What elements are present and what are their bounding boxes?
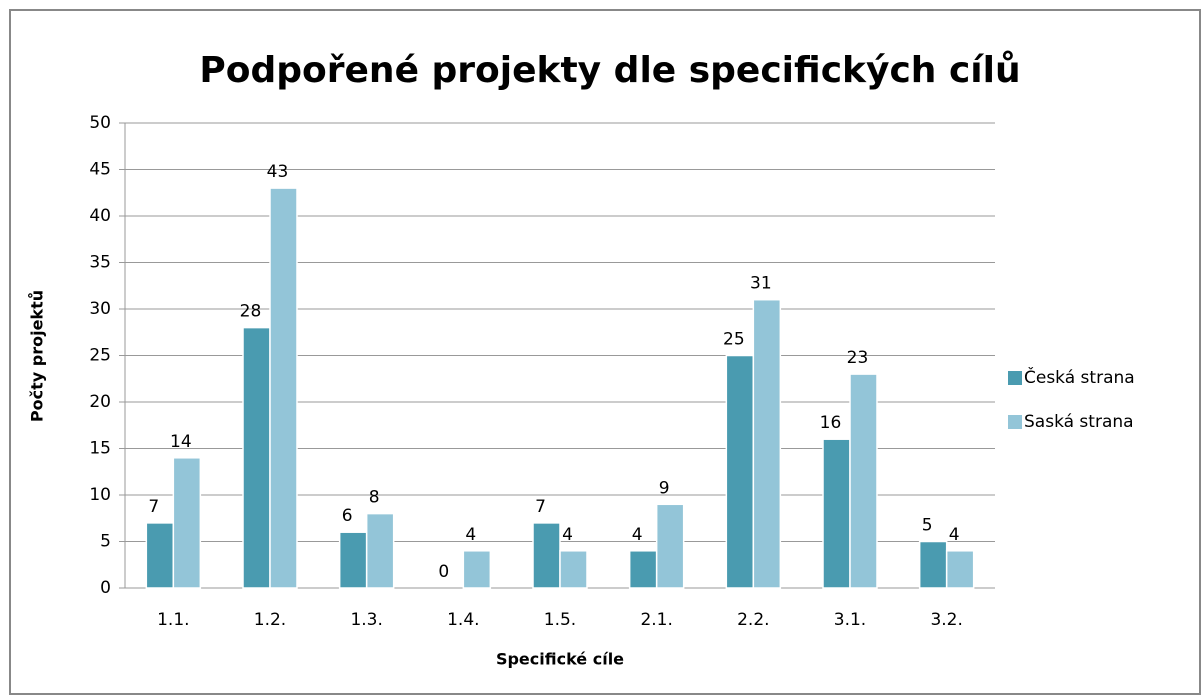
x-tick-label: 3.1. <box>834 610 866 630</box>
bar <box>269 187 298 589</box>
x-tick-label: 2.2. <box>737 610 769 630</box>
y-tick-label: 45 <box>89 160 111 180</box>
y-tick-label: 15 <box>89 439 111 459</box>
bar <box>849 373 878 589</box>
bar <box>628 550 658 589</box>
data-label: 43 <box>267 162 289 182</box>
data-label: 4 <box>632 525 643 545</box>
y-tick-label: 5 <box>100 532 111 552</box>
bar <box>338 531 368 589</box>
bar <box>365 512 395 589</box>
bar <box>172 457 202 589</box>
x-tick-label: 1.5. <box>544 610 576 630</box>
x-tick-label: 1.1. <box>157 610 189 630</box>
legend-label: Česká strana <box>1024 366 1135 388</box>
data-label: 4 <box>949 525 960 545</box>
bar <box>945 550 975 589</box>
bar <box>532 522 561 589</box>
x-tick-label: 1.4. <box>447 610 479 630</box>
bar <box>752 298 782 589</box>
bar <box>145 522 175 589</box>
y-tick-label: 20 <box>89 392 111 412</box>
data-label: 31 <box>750 274 772 294</box>
y-tick-label: 10 <box>89 485 111 505</box>
y-tick-label: 50 <box>89 113 111 133</box>
data-label: 0 <box>438 562 449 582</box>
bar <box>462 550 492 589</box>
bar <box>822 438 851 589</box>
data-label: 9 <box>659 478 670 498</box>
bar <box>559 550 588 589</box>
y-axis-label: Počty projektů <box>28 290 47 422</box>
chart-title: Podpořené projekty dle specifických cílů <box>199 50 1020 91</box>
data-label: 7 <box>535 497 546 517</box>
bar <box>655 503 685 589</box>
data-label: 4 <box>562 525 573 545</box>
bar <box>725 354 755 589</box>
data-label: 25 <box>723 330 745 350</box>
data-label: 23 <box>847 348 869 368</box>
legend-swatch <box>1008 415 1022 429</box>
legend-label: Saská strana <box>1024 412 1134 432</box>
y-tick-label: 40 <box>89 206 111 226</box>
legend-swatch <box>1008 371 1022 385</box>
data-label: 16 <box>820 413 842 433</box>
data-label: 8 <box>369 488 380 508</box>
x-tick-label: 1.3. <box>350 610 382 630</box>
y-tick-label: 0 <box>100 578 111 598</box>
x-tick-label: 2.1. <box>640 610 672 630</box>
bar <box>918 540 948 589</box>
chart-frame <box>9 9 1201 695</box>
bar <box>242 326 271 589</box>
data-label: 7 <box>148 497 159 517</box>
y-tick-label: 30 <box>89 299 111 319</box>
data-label: 6 <box>342 506 353 526</box>
y-tick-label: 25 <box>89 346 111 366</box>
data-label: 4 <box>465 525 476 545</box>
data-label: 28 <box>240 302 262 322</box>
x-tick-label: 1.2. <box>254 610 286 630</box>
x-axis-label: Specifické cíle <box>496 650 624 669</box>
data-label: 5 <box>922 516 933 536</box>
y-tick-label: 35 <box>89 253 111 273</box>
x-tick-label: 3.2. <box>930 610 962 630</box>
data-label: 14 <box>170 432 192 452</box>
